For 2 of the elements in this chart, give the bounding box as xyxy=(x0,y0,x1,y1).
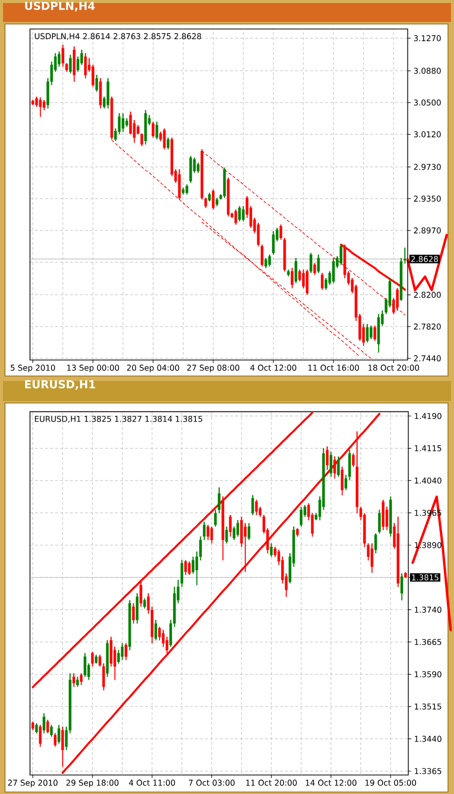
chart-title: EURUSD,H1 xyxy=(25,380,96,390)
chart-title: USDPLN,H4 xyxy=(25,2,95,12)
